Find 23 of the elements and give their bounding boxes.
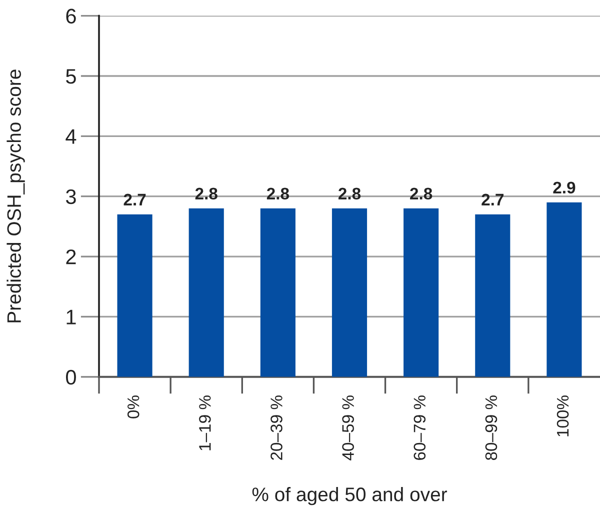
- x-tick-label: 100%: [556, 396, 569, 436]
- data-label: 2.9: [553, 182, 576, 194]
- data-label: 2.8: [410, 188, 432, 200]
- y-tick-label: 4: [66, 129, 76, 144]
- y-axis-title: Predicted OSH_psycho score: [6, 70, 25, 322]
- x-tick-label: 40–59 %: [342, 396, 354, 460]
- x-tick-label: 60–79 %: [414, 396, 426, 460]
- data-label: 2.7: [124, 194, 146, 206]
- y-tick-label: 3: [66, 189, 76, 204]
- x-axis-title: % of aged 50 and over: [252, 487, 448, 506]
- data-label: 2.7: [482, 194, 504, 206]
- y-tick-label: 0: [66, 370, 76, 385]
- x-tick-label: 20–39 %: [270, 396, 282, 460]
- x-tick-label: 80–99 %: [485, 396, 498, 460]
- data-label: 2.8: [195, 188, 218, 200]
- y-tick-label: 2: [66, 250, 76, 264]
- y-tick-label: 5: [66, 69, 76, 84]
- data-label: 2.8: [266, 188, 290, 200]
- y-tick-label: 1: [66, 310, 76, 324]
- x-tick-label: 1–19 %: [199, 396, 211, 450]
- data-label: 2.8: [338, 188, 361, 200]
- x-tick-label: 0%: [127, 396, 140, 418]
- y-tick-label: 6: [66, 8, 76, 24]
